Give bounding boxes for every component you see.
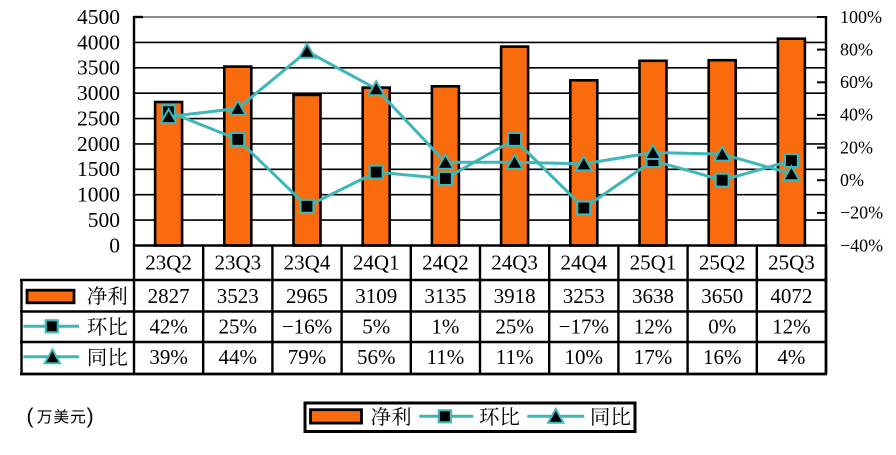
svg-text:24Q3: 24Q3	[491, 251, 538, 275]
svg-text:−17%: −17%	[559, 315, 609, 339]
svg-text:12%: 12%	[772, 315, 811, 339]
svg-text:2000: 2000	[77, 132, 120, 156]
svg-text:1%: 1%	[431, 315, 459, 339]
svg-text:12%: 12%	[634, 315, 673, 339]
svg-text:(: (	[27, 405, 34, 428]
svg-text:23Q4: 23Q4	[284, 251, 331, 275]
svg-text:3109: 3109	[355, 284, 397, 308]
svg-text:25Q2: 25Q2	[699, 251, 746, 275]
svg-text:5%: 5%	[362, 315, 390, 339]
svg-text:11%: 11%	[427, 345, 465, 369]
svg-text:25%: 25%	[219, 315, 258, 339]
svg-text:3135: 3135	[424, 284, 466, 308]
svg-text:4500: 4500	[77, 5, 120, 29]
svg-text:): )	[87, 405, 94, 428]
svg-text:17%: 17%	[634, 345, 673, 369]
svg-text:25%: 25%	[495, 315, 534, 339]
svg-text:3650: 3650	[701, 284, 743, 308]
svg-text:44%: 44%	[219, 345, 258, 369]
svg-text:56%: 56%	[357, 345, 396, 369]
svg-text:3000: 3000	[77, 81, 120, 105]
svg-text:3523: 3523	[217, 284, 259, 308]
svg-text:2965: 2965	[286, 284, 328, 308]
svg-text:−40%: −40%	[840, 235, 883, 255]
svg-text:10%: 10%	[565, 345, 604, 369]
svg-text:23Q2: 23Q2	[145, 251, 192, 275]
svg-text:4072: 4072	[770, 284, 812, 308]
svg-text:16%: 16%	[703, 345, 742, 369]
svg-text:20%: 20%	[840, 137, 873, 157]
svg-text:3638: 3638	[632, 284, 674, 308]
svg-text:3253: 3253	[563, 284, 605, 308]
svg-text:3918: 3918	[494, 284, 536, 308]
svg-text:1500: 1500	[77, 157, 120, 181]
svg-text:39%: 39%	[149, 345, 188, 369]
svg-text:80%: 80%	[840, 39, 873, 59]
svg-text:24Q4: 24Q4	[560, 251, 607, 275]
svg-text:0%: 0%	[708, 315, 736, 339]
svg-text:42%: 42%	[149, 315, 188, 339]
svg-text:2500: 2500	[77, 107, 120, 131]
svg-text:0%: 0%	[840, 170, 864, 190]
svg-text:24Q1: 24Q1	[353, 251, 400, 275]
svg-text:4000: 4000	[77, 30, 120, 54]
svg-text:−20%: −20%	[840, 203, 883, 223]
svg-text:100%: 100%	[840, 7, 882, 27]
svg-text:−16%: −16%	[282, 315, 332, 339]
svg-text:25Q3: 25Q3	[768, 251, 815, 275]
svg-text:500: 500	[88, 208, 120, 232]
svg-text:2827: 2827	[148, 284, 190, 308]
svg-text:79%: 79%	[288, 345, 327, 369]
svg-text:60%: 60%	[840, 72, 873, 92]
svg-text:40%: 40%	[840, 105, 873, 125]
svg-text:23Q3: 23Q3	[214, 251, 261, 275]
svg-text:3500: 3500	[77, 56, 120, 80]
svg-text:24Q2: 24Q2	[422, 251, 469, 275]
svg-text:4%: 4%	[777, 345, 805, 369]
svg-text:11%: 11%	[496, 345, 534, 369]
svg-text:1000: 1000	[77, 183, 120, 207]
svg-text:25Q1: 25Q1	[630, 251, 677, 275]
svg-text:0: 0	[109, 233, 120, 257]
